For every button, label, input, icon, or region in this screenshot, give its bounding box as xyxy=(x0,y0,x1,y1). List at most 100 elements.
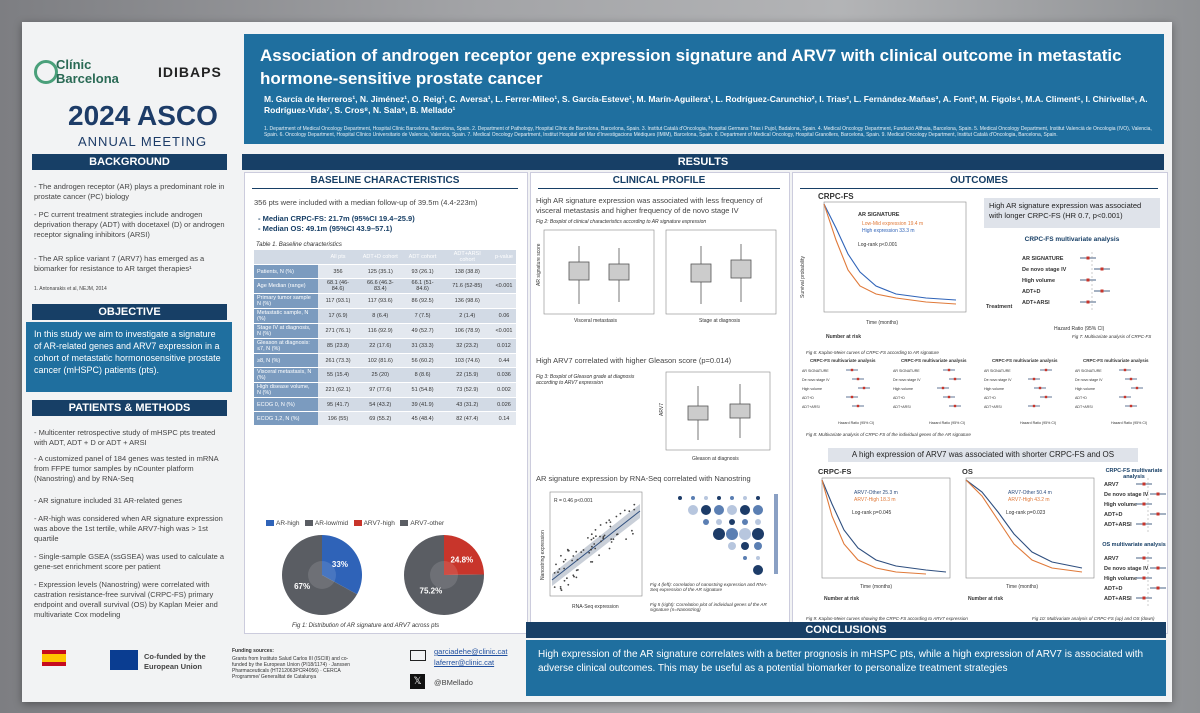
xlabel-gleason: Gleason at diagnosis xyxy=(692,456,739,462)
forest-crpc-arv7: ARV7 De novo stage IV High volume ADT+D ADT+… xyxy=(1104,478,1166,532)
table-cell: 93 (26.1) xyxy=(402,264,443,279)
forest-point xyxy=(1142,502,1146,506)
forest-label: ADT+ARSI xyxy=(1104,596,1132,602)
km1-legend-title: AR SIGNATURE xyxy=(858,212,900,218)
table-cell: Primary tumor sample N (%) xyxy=(254,293,318,309)
gene-forest-point xyxy=(941,386,945,390)
fig7-caption: Fig 7: Multivariate analysis of CRPC-FS xyxy=(1072,334,1152,339)
km3-other: ARV7-Other 50.4 m xyxy=(1008,490,1052,496)
corr-cell xyxy=(730,496,734,500)
highlight-ar: High AR signature expression was associa… xyxy=(984,198,1160,228)
legend-swatch-ar-high xyxy=(266,520,274,527)
forest-point xyxy=(1086,278,1090,282)
legend-ar-high: AR-high xyxy=(276,520,300,527)
gene-forest-point xyxy=(1123,368,1127,372)
gene-forest-point xyxy=(1044,368,1048,372)
fig8-caption: Fig 8: Multivariate analysis of CRPC-FS … xyxy=(806,432,971,437)
pie-label: 67% xyxy=(294,582,310,591)
km1-title: CRPC-FS xyxy=(818,192,854,201)
fig5-caption: Fig 5 (right): Correlation plot of indiv… xyxy=(650,602,767,612)
gene-forest-label: De novo stage IV xyxy=(802,378,830,382)
table-cell: 32 (23.2) xyxy=(442,338,492,354)
corr-cell xyxy=(743,556,747,560)
corr-cell xyxy=(729,519,735,525)
forest-point xyxy=(1100,267,1104,271)
km1-time-label: Time (months) xyxy=(866,320,898,326)
cofunded-text: Co-funded by the European Union xyxy=(144,652,206,671)
scatter-point xyxy=(567,583,570,586)
scatter-point xyxy=(575,550,578,553)
email-1[interactable]: garciadehe@clinic.cat xyxy=(434,647,508,656)
km2-nrisk: Number at risk xyxy=(824,596,859,602)
table-cell: 0.012 xyxy=(491,338,516,354)
table-row: Age Median (range) 68.1 (46-84.6) 66.6 (46… xyxy=(254,278,516,294)
gene-forest-label: ADT+D xyxy=(893,396,905,400)
table-cell: 7 (7.5) xyxy=(402,308,443,324)
table-row: ≥8, N (%) 261 (73.3) 102 (81.6) 56 (60.2) 10… xyxy=(254,353,516,368)
table-cell: 56 (60.2) xyxy=(402,353,443,368)
gene-forest-title: CRPC-FS multivariate analysis xyxy=(810,358,876,363)
km1-high: High expression 33.3 m xyxy=(862,228,915,234)
table-cell xyxy=(491,293,516,309)
fig6-caption: Fig 6: Kaplan-Meier curves of CRPC-FS ac… xyxy=(806,350,939,355)
conclusions-heading: CONCLUSIONS xyxy=(526,622,1166,638)
twitter-handle[interactable]: @BMellado xyxy=(434,678,473,687)
table-caption: Table 1. Baseline characteristics xyxy=(256,242,342,248)
table-cell: ≥8, N (%) xyxy=(254,353,318,368)
gene-forest-hr-label: Hazard Ratio (95% CI) xyxy=(1020,421,1056,425)
baseline-table: All pts ADT+D cohort ADT cohort ADT+ARSI co… xyxy=(254,250,516,426)
gene-forest-point xyxy=(947,395,951,399)
baseline-intro: 356 pts were included with a median foll… xyxy=(254,198,478,207)
scatter-point xyxy=(553,586,556,588)
scatter-point xyxy=(595,535,597,538)
table-cell: Patients, N (%) xyxy=(254,264,318,279)
gene-forest-label: High volume xyxy=(984,387,1004,391)
scatter-point xyxy=(560,554,562,557)
fig3-caption: Fig 3: Boxplot of Gleason grade at diagn… xyxy=(536,374,635,386)
forest-label: High volume xyxy=(1022,278,1055,284)
corr-cell xyxy=(727,505,737,515)
forest-point xyxy=(1156,566,1160,570)
x-twitter-icon: 𝕏 xyxy=(410,674,425,689)
table-row: Patients, N (%) 356 125 (35.1) 93 (26.1) 138… xyxy=(254,264,516,279)
poster-title: Association of androgen receptor gene ex… xyxy=(260,46,1122,88)
table-row: Gleason at diagnosis: ≤7, N (%) 85 (23.8)… xyxy=(254,338,516,354)
km2-time-label: Time (months) xyxy=(860,584,892,590)
table-cell: 51 (54.8) xyxy=(402,382,443,398)
boxplots-clinical: Visceral metastasis Stage at diagnosis A… xyxy=(536,229,777,324)
table-row: Metastatic sample, N (%) 17 (6.9) 8 (6.4) 7… xyxy=(254,308,516,324)
results-heading: RESULTS xyxy=(242,154,1164,170)
table-cell: 45 (48.4) xyxy=(402,411,443,426)
scatter-point xyxy=(608,519,611,521)
km1-logrank: Log-rank p<0.001 xyxy=(858,242,898,248)
clinic-logo-icon xyxy=(34,60,58,84)
table-cell: 0.44 xyxy=(491,353,516,368)
gene-forest-point xyxy=(850,395,854,399)
km2-logrank: Log-rank p=0.045 xyxy=(852,510,892,516)
table-cell: 0.002 xyxy=(491,382,516,398)
scatter-point xyxy=(553,572,556,574)
scatter-point xyxy=(633,503,636,506)
pie-label: 33% xyxy=(332,560,348,569)
scatter-point xyxy=(598,554,600,557)
scatter-point xyxy=(564,558,567,561)
forest-label: High volume xyxy=(1104,576,1137,582)
table-cell: 85 (23.8) xyxy=(318,338,358,354)
corr-cell xyxy=(704,496,708,500)
pie-slice-arv7-high xyxy=(444,535,484,575)
km1-low: Low-Mid expression 19.4 m xyxy=(862,221,923,227)
scatter-point xyxy=(566,548,569,551)
scatter-point xyxy=(559,586,562,588)
forest-label: ARV7 xyxy=(1104,556,1119,562)
email-2[interactable]: laferrer@clinic.cat xyxy=(434,658,495,667)
forest-point xyxy=(1142,596,1146,600)
legend-arv7-other: ARV7-other xyxy=(410,520,445,527)
scatter-point xyxy=(572,574,575,577)
table-cell: Metastatic sample, N (%) xyxy=(254,308,318,324)
table-cell: Age Median (range) xyxy=(254,278,318,294)
forest-os-arv7: ARV7 De novo stage IV High volume ADT+D ADT+… xyxy=(1104,552,1166,606)
corr-colorbar xyxy=(774,494,778,574)
scatter-point xyxy=(587,537,589,539)
scatter-point xyxy=(555,563,557,566)
scatter-point xyxy=(612,538,615,541)
